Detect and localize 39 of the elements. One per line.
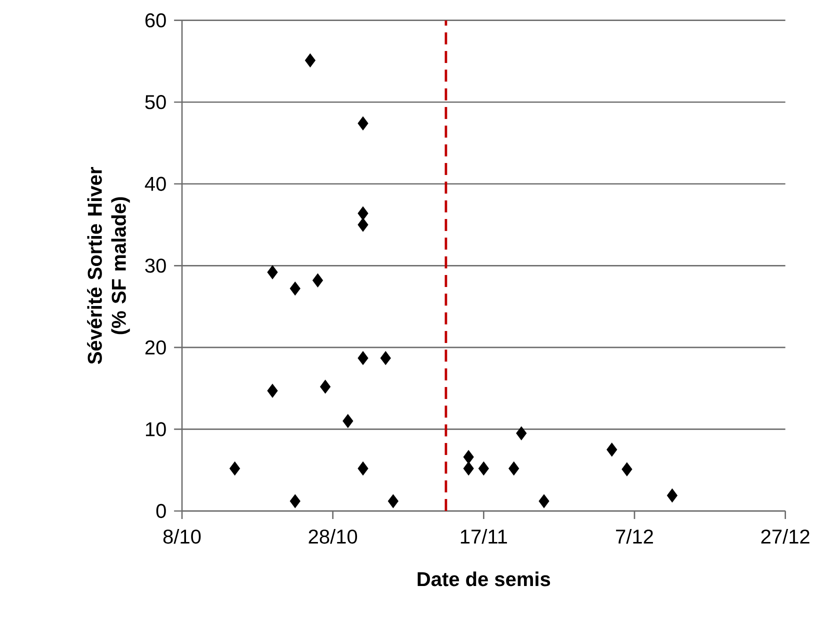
point (622, 462, 632, 476)
point (463, 462, 474, 476)
x-tick-label: 28/10 (308, 529, 358, 544)
y-tick-label: 20 (145, 340, 166, 355)
point (290, 282, 300, 296)
point (478, 462, 489, 476)
y-tick-label: 60 (145, 13, 166, 28)
point (312, 273, 324, 288)
point (358, 218, 368, 232)
y-tick-label: 0 (156, 504, 166, 518)
point (267, 265, 278, 280)
x-tick-label: 7/12 (616, 529, 653, 544)
point (358, 116, 368, 130)
point (516, 426, 527, 440)
y-tick-label: 10 (146, 422, 166, 436)
y-tick-label: 40 (144, 176, 166, 191)
point (358, 351, 368, 366)
point (380, 351, 391, 366)
point (230, 462, 240, 476)
x-tick-label: 8/10 (163, 529, 201, 544)
y-tick-label: 50 (145, 95, 166, 110)
point (538, 494, 550, 508)
x-tick-label: 17/11 (460, 529, 507, 544)
point (342, 414, 354, 428)
point (666, 488, 678, 502)
point (463, 450, 474, 464)
y-axis-title: Sévérité Sortie Hiver (% SF malade) (87, 167, 130, 364)
point (358, 206, 368, 220)
point (320, 380, 331, 394)
point (267, 384, 278, 398)
point (606, 442, 618, 457)
point (508, 462, 520, 476)
x-tick-label: 27/12 (761, 529, 810, 544)
y-tick-label: 30 (145, 258, 166, 273)
point (304, 53, 316, 68)
point (358, 462, 368, 476)
point (388, 494, 398, 508)
x-axis-title: Date de semis (418, 572, 550, 586)
point (290, 494, 300, 508)
